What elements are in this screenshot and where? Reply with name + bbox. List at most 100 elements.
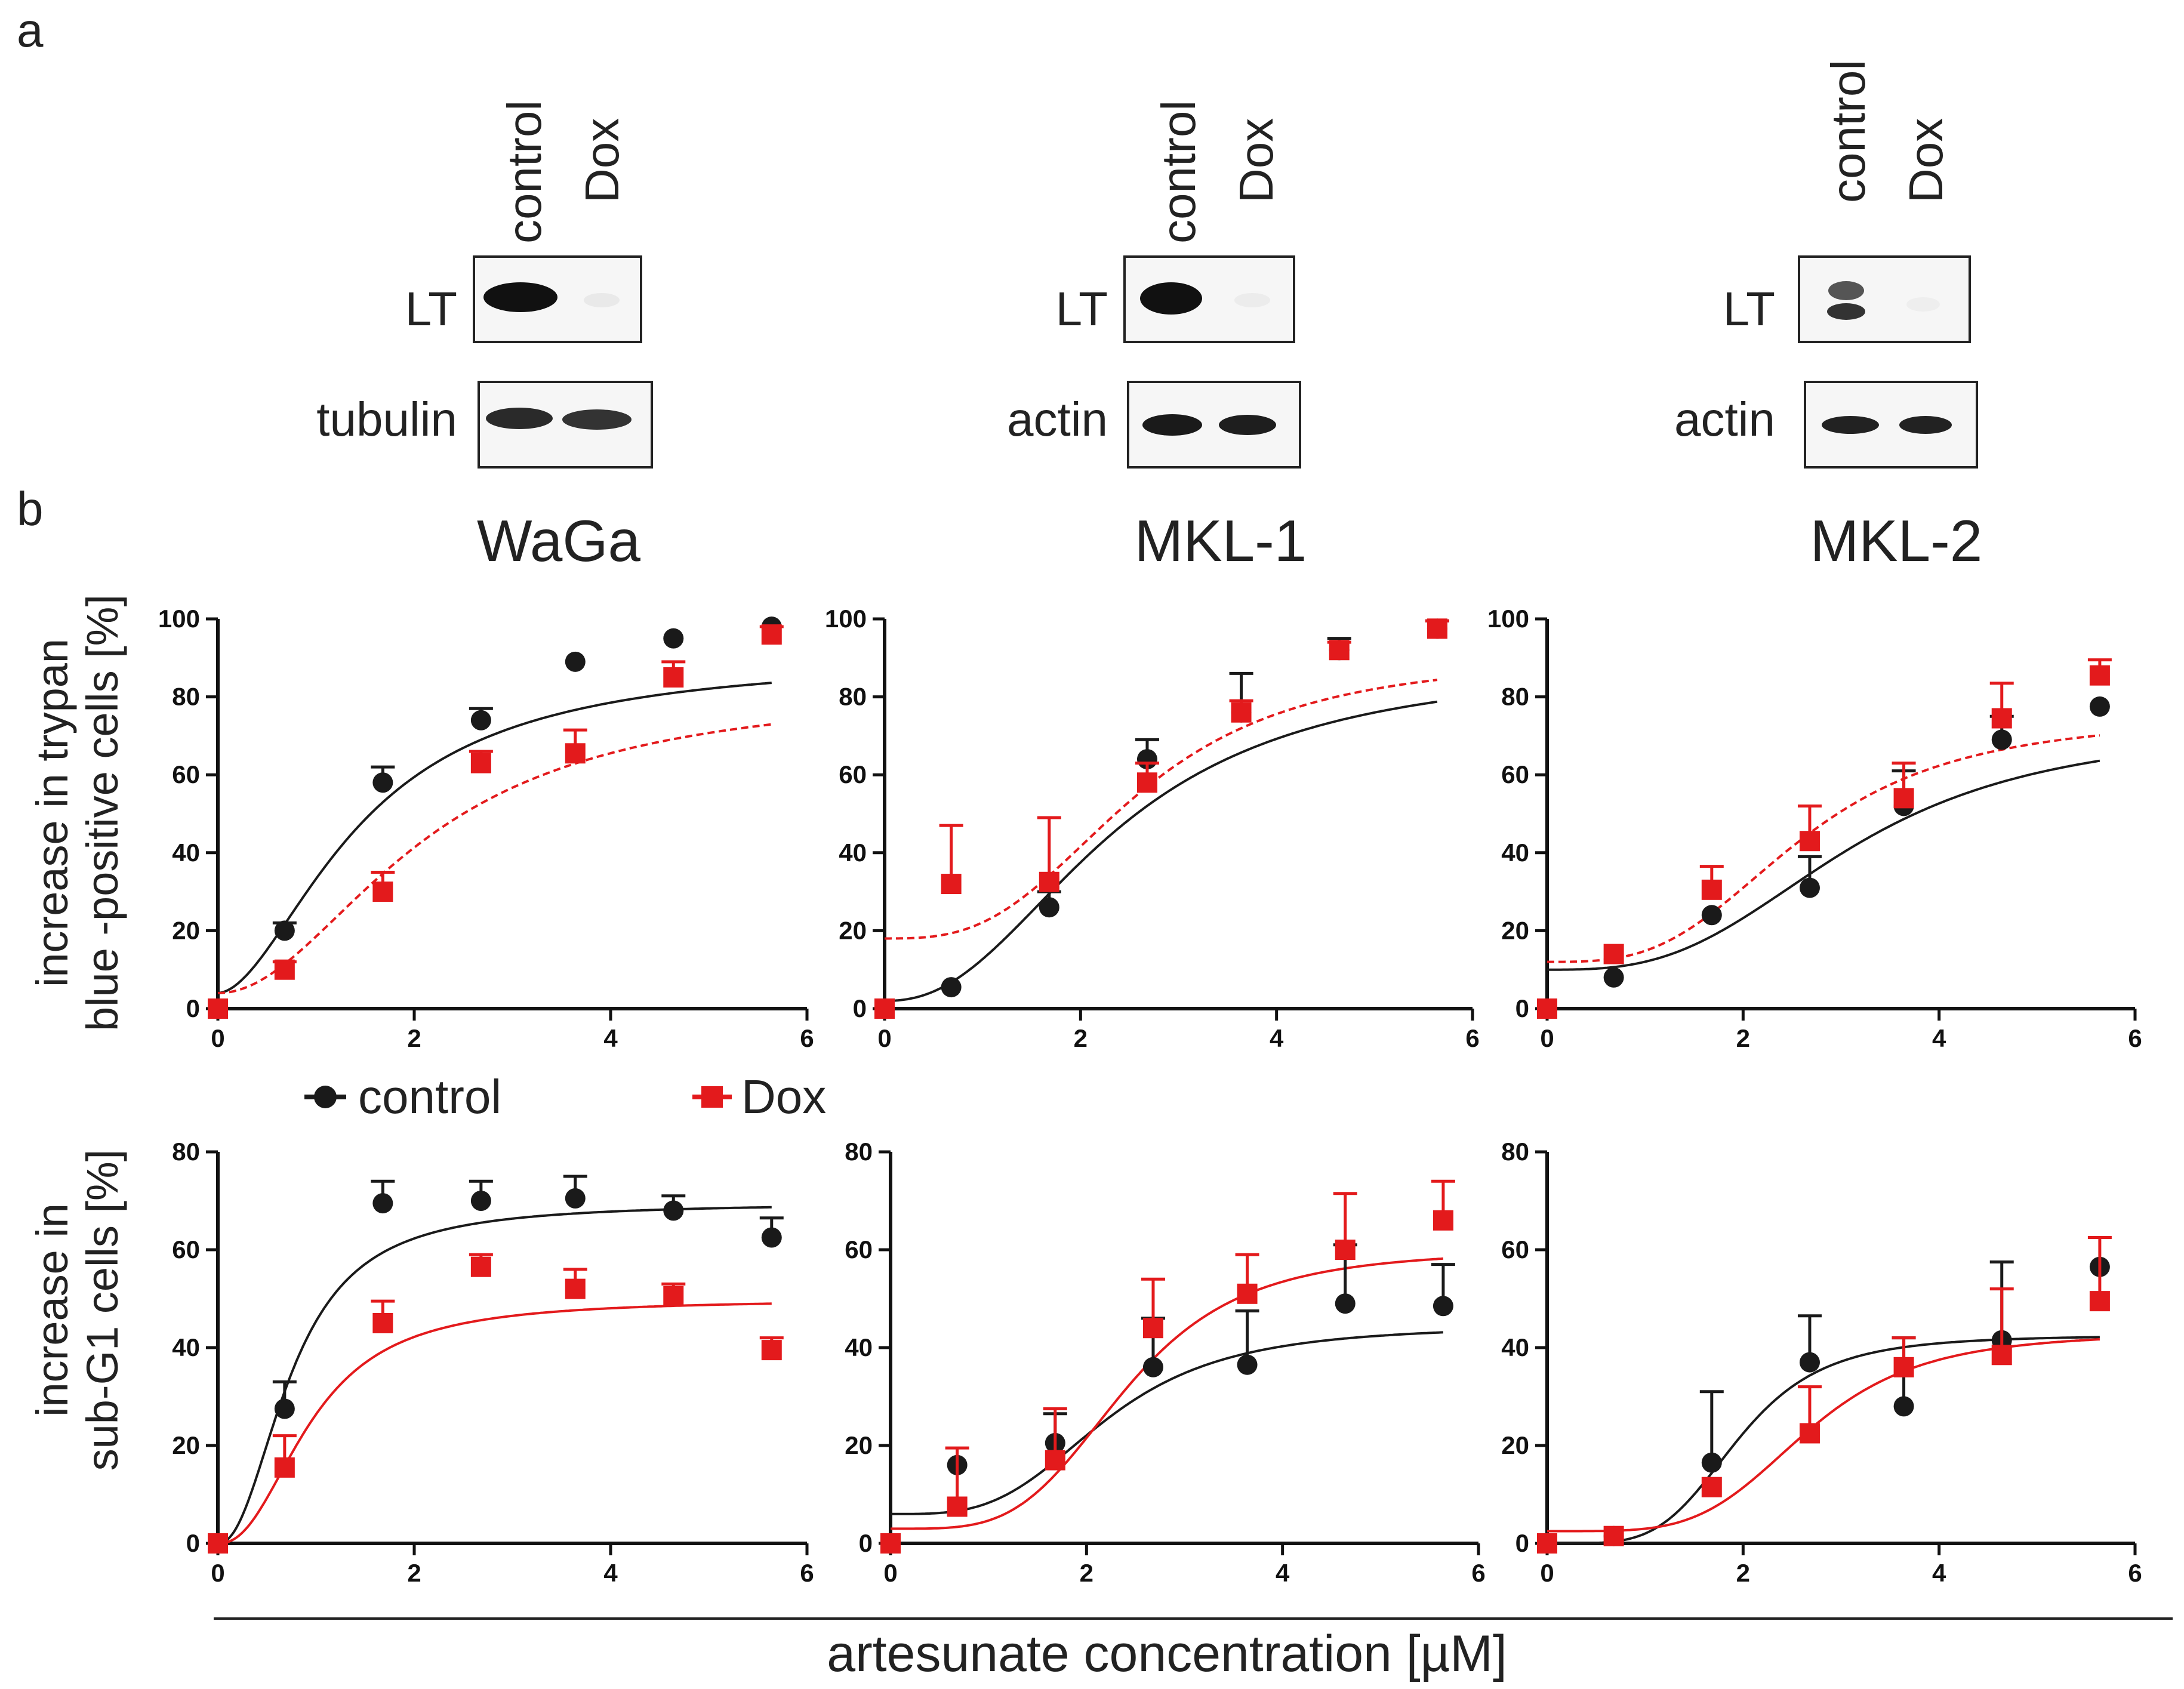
point-control	[372, 772, 393, 793]
row-label-loading: actin	[1674, 393, 1775, 446]
y-tick-label: 0	[186, 994, 200, 1022]
y-tick-label: 60	[845, 1235, 873, 1263]
x-tick-label: 0	[211, 1024, 224, 1052]
point-dox	[1893, 788, 1914, 809]
point-dox	[1991, 708, 2012, 729]
point-dox	[565, 1278, 586, 1299]
x-tick-label: 6	[800, 1559, 814, 1587]
x-tick-label: 0	[1540, 1024, 1554, 1052]
point-dox	[1893, 1357, 1914, 1377]
y-tick-label: 40	[839, 839, 867, 867]
point-dox	[761, 1340, 782, 1361]
row-label-lt: LT	[405, 282, 457, 335]
point-control	[941, 977, 962, 998]
fit-curve-control	[885, 700, 1438, 1002]
x-tick-label: 4	[603, 1024, 618, 1052]
y-tick-label: 60	[172, 760, 200, 788]
point-dox	[274, 959, 295, 980]
band-lt-control	[1140, 282, 1202, 315]
chart-mkl2-subg1: 0 20 40 60 80 0 2 4 6	[1501, 1138, 2142, 1587]
point-dox	[1039, 871, 1059, 892]
point-dox	[1991, 1345, 2012, 1366]
point-dox	[1231, 702, 1252, 723]
y-tick-label: 40	[1501, 839, 1529, 867]
point-dox	[1045, 1450, 1065, 1471]
point-dox	[1603, 1525, 1624, 1546]
band-lt-dox	[1906, 297, 1940, 312]
y-tick-label: 80	[845, 1138, 873, 1166]
point-control	[274, 920, 295, 941]
y-tick-label: 80	[172, 1138, 200, 1166]
fit-curve-dox	[217, 723, 772, 994]
y-tick-label: 60	[839, 760, 867, 788]
point-control	[1799, 877, 1820, 898]
point-control	[1433, 1296, 1453, 1317]
point-dox	[1537, 1533, 1557, 1554]
point-dox	[1329, 640, 1350, 661]
lane-label-control: control	[498, 100, 551, 244]
point-dox	[1701, 879, 1722, 900]
title-waga: WaGa	[477, 508, 641, 574]
x-tick-label: 0	[211, 1559, 224, 1587]
y-tick-label: 40	[172, 839, 200, 867]
x-tick-label: 0	[877, 1024, 891, 1052]
point-dox	[208, 998, 228, 1019]
band-lt-control-lower	[1827, 303, 1865, 320]
point-dox	[1427, 618, 1447, 639]
chart-waga-subg1: 0 20 40 60 80 0 2 4 6	[172, 1138, 814, 1587]
lane-label-dox: Dox	[1899, 118, 1952, 203]
y-tick-label: 80	[1501, 1138, 1529, 1166]
fit-curve-dox	[891, 1257, 1444, 1530]
point-control	[663, 628, 684, 649]
y-tick-label: 100	[825, 605, 867, 633]
point-dox	[2089, 665, 2110, 686]
x-tick-label: 0	[883, 1559, 897, 1587]
point-control	[1701, 1452, 1722, 1473]
band-loading-dox	[1219, 415, 1276, 435]
x-tick-label: 6	[2128, 1024, 2142, 1052]
point-dox	[470, 753, 491, 773]
y-tick-label: 80	[1501, 683, 1529, 711]
point-control	[1039, 897, 1059, 918]
band-lt-dox	[584, 293, 620, 307]
x-tick-label: 4	[603, 1559, 618, 1587]
lane-label-control: control	[1822, 60, 1875, 203]
point-dox	[874, 998, 895, 1019]
point-control	[470, 1191, 491, 1211]
point-dox	[1335, 1240, 1356, 1260]
x-tick-label: 6	[1471, 1559, 1485, 1587]
point-dox	[880, 1533, 901, 1554]
point-control	[1335, 1293, 1356, 1314]
band-loading-control	[1142, 414, 1202, 436]
fit-curve-control	[891, 1331, 1443, 1515]
y-tick-label: 60	[172, 1235, 200, 1263]
point-dox	[1237, 1283, 1258, 1304]
title-mkl2: MKL-2	[1810, 508, 1983, 574]
point-control	[663, 1200, 684, 1221]
y-tick-label: 100	[1487, 605, 1529, 633]
y-tick-label: 20	[845, 1431, 873, 1459]
y-label-bottom-line1: increase in	[27, 1203, 77, 1417]
band-loading-control	[1822, 416, 1879, 434]
band-loading-dox	[562, 409, 632, 430]
x-tick-label: 2	[1074, 1024, 1088, 1052]
y-tick-label: 20	[172, 1431, 200, 1459]
point-control	[2089, 696, 2110, 717]
chart-waga-trypan: 0 20 40 60 80 100 0 2 4 6	[158, 605, 814, 1052]
point-dox	[1142, 1318, 1163, 1339]
chart-mkl1-subg1: 0 20 40 60 80 0 2 4 6	[845, 1138, 1485, 1587]
x-tick-label: 0	[1540, 1559, 1554, 1587]
lane-label-control: control	[1152, 100, 1205, 244]
y-tick-label: 80	[839, 683, 867, 711]
y-tick-label: 60	[1501, 760, 1529, 788]
lane-label-dox: Dox	[1230, 118, 1283, 203]
legend-dox-marker	[701, 1086, 723, 1108]
x-tick-label: 4	[1932, 1559, 1946, 1587]
y-tick-label: 20	[1501, 1431, 1529, 1459]
point-control	[1799, 1352, 1820, 1373]
x-tick-label: 2	[1736, 1559, 1750, 1587]
chart-mkl2-trypan: 0 20 40 60 80 100 0 2 4 6	[1487, 605, 2142, 1052]
y-tick-label: 100	[158, 605, 200, 633]
x-tick-label: 4	[1932, 1024, 1946, 1052]
